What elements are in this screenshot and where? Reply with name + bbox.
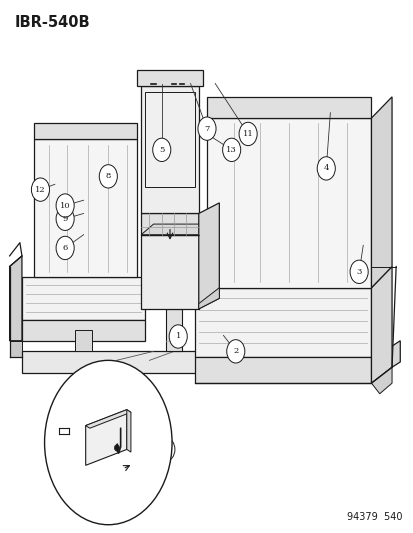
Polygon shape — [370, 97, 391, 288]
Circle shape — [60, 411, 78, 434]
Circle shape — [152, 138, 171, 161]
Text: 8: 8 — [105, 172, 111, 180]
Circle shape — [56, 194, 74, 217]
Text: 12: 12 — [35, 185, 46, 193]
Polygon shape — [34, 123, 137, 139]
Circle shape — [349, 260, 367, 284]
Polygon shape — [194, 357, 370, 383]
Text: IBR-540B: IBR-540B — [14, 14, 90, 30]
Polygon shape — [22, 351, 383, 373]
Polygon shape — [383, 341, 399, 373]
Circle shape — [169, 325, 187, 348]
Text: 14: 14 — [64, 419, 74, 427]
Polygon shape — [141, 86, 198, 214]
Polygon shape — [22, 277, 145, 319]
Polygon shape — [198, 288, 219, 309]
Circle shape — [316, 157, 335, 180]
Text: 4: 4 — [323, 164, 328, 172]
Circle shape — [197, 117, 216, 140]
Circle shape — [157, 438, 175, 461]
Text: 2: 2 — [233, 348, 238, 356]
Polygon shape — [166, 309, 182, 351]
Circle shape — [31, 178, 50, 201]
Circle shape — [238, 122, 256, 146]
Text: 15: 15 — [105, 476, 116, 484]
Circle shape — [226, 340, 244, 363]
Polygon shape — [141, 214, 198, 235]
Circle shape — [45, 360, 172, 524]
Polygon shape — [141, 235, 198, 309]
Text: 94379  540: 94379 540 — [346, 512, 401, 522]
Circle shape — [56, 207, 74, 230]
Text: 3: 3 — [356, 268, 361, 276]
Circle shape — [222, 138, 240, 161]
Polygon shape — [206, 97, 370, 118]
Text: 13: 13 — [226, 146, 237, 154]
Polygon shape — [85, 410, 131, 428]
Polygon shape — [206, 118, 370, 288]
Polygon shape — [370, 367, 391, 394]
Text: 5: 5 — [159, 146, 164, 154]
Polygon shape — [194, 288, 370, 357]
Polygon shape — [22, 319, 145, 341]
Text: 1: 1 — [175, 333, 180, 341]
Polygon shape — [198, 203, 219, 309]
Text: 6: 6 — [62, 244, 68, 252]
Text: 7: 7 — [204, 125, 209, 133]
Polygon shape — [75, 330, 92, 351]
Polygon shape — [145, 92, 194, 187]
Circle shape — [99, 165, 117, 188]
Polygon shape — [9, 341, 22, 357]
Polygon shape — [9, 256, 22, 341]
Polygon shape — [141, 224, 211, 235]
Text: 9: 9 — [62, 215, 68, 223]
Circle shape — [114, 445, 119, 451]
Circle shape — [101, 469, 119, 492]
Polygon shape — [137, 70, 202, 86]
Polygon shape — [370, 266, 391, 383]
Text: 11: 11 — [242, 130, 253, 138]
Text: 10: 10 — [59, 201, 70, 209]
Circle shape — [56, 236, 74, 260]
Polygon shape — [85, 410, 126, 465]
Polygon shape — [34, 139, 137, 277]
Text: 16: 16 — [160, 446, 171, 454]
Polygon shape — [126, 410, 131, 452]
